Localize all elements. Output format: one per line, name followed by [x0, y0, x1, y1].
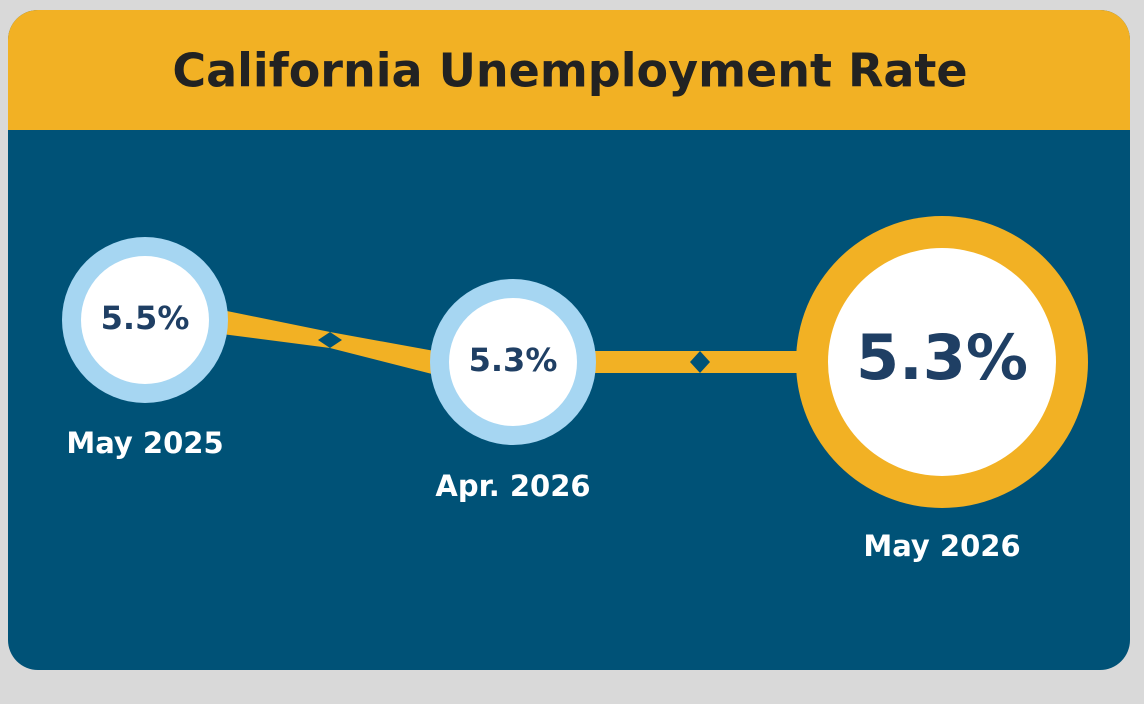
connector [330, 332, 440, 376]
value: 5.3% [469, 341, 558, 379]
value: 5.5% [101, 299, 190, 337]
connector [222, 310, 330, 348]
date: May 2026 [863, 529, 1020, 563]
title: California Unemployment Rate [172, 44, 967, 98]
date: May 2025 [66, 426, 223, 460]
circle [828, 248, 1056, 476]
circle [81, 256, 209, 384]
connector [590, 351, 700, 373]
connectors [222, 310, 810, 376]
date: Apr. 2026 [435, 469, 590, 503]
connector [700, 351, 810, 373]
circle [449, 298, 577, 426]
title-band [8, 10, 1130, 130]
value: 5.3% [856, 321, 1028, 394]
